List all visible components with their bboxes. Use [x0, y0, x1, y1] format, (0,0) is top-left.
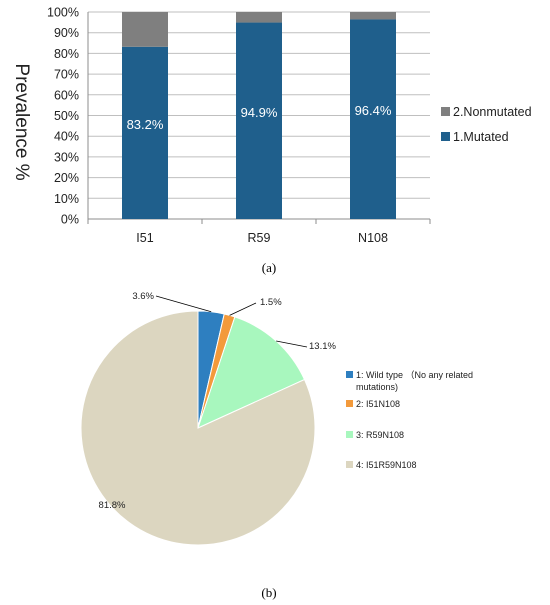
bar-r59-nonmutated	[236, 12, 282, 23]
legend-label: 1: Wild type （No any related	[356, 370, 473, 380]
y-tick-label: 50%	[54, 109, 79, 123]
y-tick-label: 20%	[54, 171, 79, 185]
legend-label: mutations)	[356, 382, 398, 392]
bar-r59-mutated	[236, 22, 282, 219]
x-tick-labels: I51 R59 N108	[136, 231, 388, 245]
pie-slice-4	[80, 310, 316, 546]
x-tick-label: R59	[248, 231, 271, 245]
leader-line	[276, 340, 308, 348]
panel-label-b: (b)	[261, 585, 276, 600]
y-tick-label: 70%	[54, 68, 79, 82]
slice-label: 1.5%	[260, 297, 282, 308]
bar-n108-nonmutated	[350, 12, 396, 20]
legend-swatch	[346, 371, 353, 378]
pie-slices	[80, 310, 316, 546]
legend-label: 3: R59N108	[356, 430, 404, 440]
leader-line	[229, 302, 257, 316]
y-tick-label: 60%	[54, 88, 79, 102]
bar-i51-nonmutated	[122, 12, 168, 47]
pie-labels: 3.6% 1.5% 13.1% 81.8%	[99, 291, 337, 511]
bar-data-label: 96.4%	[355, 103, 392, 118]
pie-legend: 1: Wild type （No any related mutations) 2:…	[346, 370, 473, 470]
legend-label: 1.Mutated	[453, 130, 509, 144]
x-tick-label: I51	[136, 231, 153, 245]
pie-chart: 3.6% 1.5% 13.1% 81.8% 1: Wild type （No any …	[80, 291, 473, 546]
y-tick-label: 0%	[61, 213, 79, 227]
slice-label: 3.6%	[132, 291, 154, 302]
x-tick-label: N108	[358, 231, 388, 245]
slice-label: 81.8%	[99, 500, 126, 511]
bar-data-label: 83.2%	[127, 117, 164, 132]
y-tick-label: 80%	[54, 47, 79, 61]
y-axis-label: Prevalence %	[11, 63, 32, 180]
bar-data-label: 94.9%	[241, 105, 278, 120]
leader-line	[155, 295, 212, 313]
legend-label: 4: I51R59N108	[356, 460, 417, 470]
legend-label: 2.Nonmutated	[453, 105, 532, 119]
legend-label: 2: I51N108	[356, 399, 400, 409]
panel-label-a: (a)	[262, 260, 276, 275]
pie-slice-3	[197, 316, 306, 429]
legend-swatch	[441, 132, 450, 141]
bar-i51-mutated	[122, 46, 168, 219]
bar-n108-mutated	[350, 19, 396, 220]
y-tick-label: 10%	[54, 192, 79, 206]
y-tick-label: 40%	[54, 130, 79, 144]
bar-legend: 2.Nonmutated 1.Mutated	[441, 105, 532, 144]
y-tick-label: 100%	[47, 6, 79, 20]
slice-label: 13.1%	[309, 341, 336, 352]
stacked-bar-chart: 0% 10% 20% 30% 40% 50% 60% 70% 80% 90% 100% 83.2% 9…	[11, 6, 532, 246]
legend-swatch	[346, 400, 353, 407]
y-tick-label: 90%	[54, 26, 79, 40]
y-tick-label: 30%	[54, 150, 79, 164]
legend-swatch	[441, 107, 450, 116]
legend-swatch	[346, 431, 353, 438]
legend-swatch	[346, 461, 353, 468]
bars: 83.2% 94.9% 96.4%	[122, 12, 396, 220]
y-tick-labels: 0% 10% 20% 30% 40% 50% 60% 70% 80% 90% 100%	[47, 6, 79, 227]
